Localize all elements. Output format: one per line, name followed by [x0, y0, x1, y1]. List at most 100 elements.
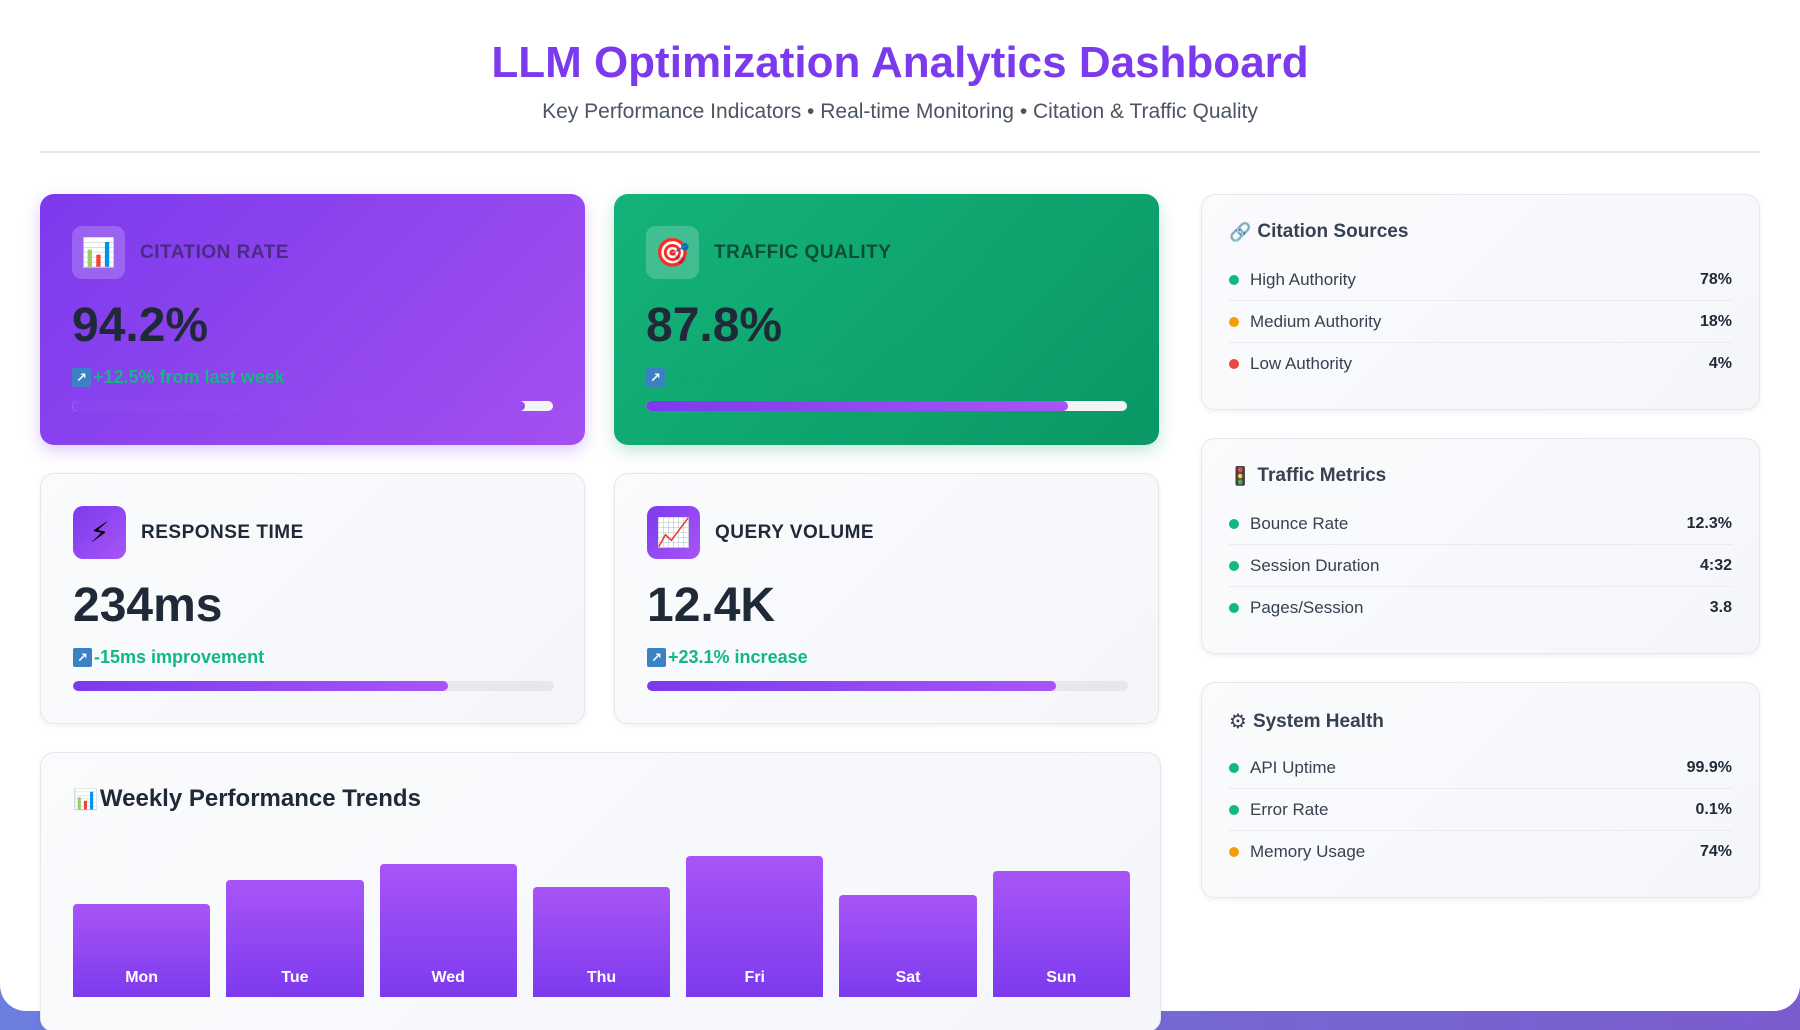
kpi-change-text: -15ms improvement: [94, 647, 265, 667]
metric-label: Bounce Rate: [1250, 513, 1349, 533]
bar-chart-icon: 📊: [72, 226, 125, 279]
kpi-change: ↗ +23.1% increase: [647, 647, 808, 668]
metric-label: Error Rate: [1250, 799, 1329, 819]
page-subtitle: Key Performance Indicators • Real-time M…: [542, 100, 1258, 123]
chart-bar-label: Tue: [281, 969, 309, 986]
chart-bar-label: Wed: [431, 969, 465, 986]
list-item: Bounce Rate 12.3%: [1229, 503, 1732, 545]
system-health-list: API Uptime 99.9% Error Rate 0.1% Memory Usag…: [1229, 747, 1732, 873]
chart-bar: Sat: [839, 895, 977, 997]
metric-value: 78%: [1699, 270, 1732, 288]
status-dot: [1229, 560, 1239, 571]
chart-bar: Thu: [532, 887, 671, 997]
kpi-progress-fill: [72, 401, 526, 411]
weekly-trends-title: 📊 Weekly Performance Trends: [73, 785, 421, 813]
system-health-title: ⚙ System Health: [1229, 709, 1384, 734]
status-dot: [1229, 804, 1239, 815]
chart-bar-label: Mon: [125, 969, 159, 986]
chart-bar: Wed: [379, 864, 517, 997]
page-title: LLM Optimization Analytics Dashboard: [491, 38, 1309, 87]
kpi-progress-bar: [646, 401, 1127, 411]
metric-value: 4%: [1708, 355, 1732, 372]
weekly-bar-chart: Mon Tue Wed Thu Fri Sat Sun: [73, 833, 1130, 997]
list-item: Session Duration 4:32: [1229, 545, 1732, 587]
kpi-value: 87.8%: [646, 299, 783, 352]
lightning-icon: ⚡: [73, 506, 126, 559]
traffic-metrics-title-text: Traffic Metrics: [1257, 465, 1387, 486]
arrow-up-right-icon: ↗: [72, 368, 91, 387]
chart-bar-label: Sun: [1046, 969, 1077, 986]
kpi-change-text: +23.1% increase: [668, 647, 808, 667]
kpi-change-text: 8.2% from last week: [679, 367, 851, 387]
target-icon: 🎯: [646, 226, 699, 279]
kpi-label: TRAFFIC QUALITY: [714, 242, 892, 263]
link-icon: 🔗: [1229, 221, 1252, 242]
metric-label: Low Authority: [1250, 354, 1353, 373]
citation-sources-title: 🔗 Citation Sources: [1229, 221, 1408, 243]
metric-value: 4:32: [1699, 556, 1732, 574]
metric-value: 12.3%: [1686, 514, 1732, 532]
chart-bar: Tue: [226, 880, 364, 997]
status-dot: [1229, 359, 1239, 369]
kpi-progress-bar: [72, 401, 553, 411]
dashboard-header: LLM Optimization Analytics Dashboard Key…: [40, 0, 1760, 153]
arrow-up-right-icon: ↗: [646, 368, 665, 387]
metric-label: High Authority: [1250, 269, 1356, 289]
chart-bar: Fri: [686, 856, 824, 997]
kpi-progress-fill: [646, 401, 1069, 411]
system-health-card: ⚙ System Health API Uptime 99.9% Error Rat…: [1201, 682, 1760, 898]
kpi-card-traffic-quality[interactable]: 🎯 TRAFFIC QUALITY 87.8% ↗ 8.2% from last …: [614, 194, 1159, 445]
status-dot: [1229, 518, 1239, 529]
list-item: Medium Authority 18%: [1229, 301, 1732, 343]
kpi-value: 234ms: [73, 579, 223, 632]
metric-label: Pages/Session: [1250, 598, 1364, 617]
citation-sources-card: 🔗 Citation Sources High Authority 78% Medi…: [1201, 194, 1760, 410]
chart-bar: Mon: [73, 904, 211, 997]
arrow-up-right-icon: ↗: [73, 648, 92, 667]
status-dot: [1229, 762, 1239, 773]
trend-up-icon: 📈: [647, 506, 700, 559]
metric-label: Memory Usage: [1250, 842, 1366, 861]
kpi-progress-fill: [73, 681, 449, 691]
traffic-metrics-card: 🚦 Traffic Metrics Bounce Rate 12.3% Sessio…: [1201, 438, 1760, 654]
traffic-metrics-title: 🚦 Traffic Metrics: [1229, 465, 1386, 487]
metric-value: 74%: [1699, 843, 1732, 860]
kpi-card-citation-rate[interactable]: 📊 CITATION RATE 94.2% ↗ +12.5% from last …: [40, 194, 585, 445]
kpi-label: RESPONSE TIME: [141, 522, 304, 543]
kpi-label: QUERY VOLUME: [715, 522, 875, 543]
metric-value: 99.9%: [1686, 758, 1732, 776]
weekly-trends-title-text: Weekly Performance Trends: [99, 785, 421, 812]
system-health-title-text: System Health: [1252, 710, 1384, 732]
chart-bar-label: Sat: [895, 969, 921, 986]
list-item: Pages/Session 3.8: [1229, 587, 1732, 629]
traffic-metrics-list: Bounce Rate 12.3% Session Duration 4:32 Page…: [1229, 503, 1732, 629]
status-dot: [1229, 847, 1239, 857]
list-item: Memory Usage 74%: [1229, 831, 1732, 873]
metric-label: Session Duration: [1250, 555, 1380, 575]
metric-label: Medium Authority: [1250, 311, 1382, 331]
metric-value: 3.8: [1709, 599, 1732, 616]
kpi-progress-bar: [73, 681, 554, 691]
status-dot: [1229, 274, 1239, 285]
metric-value: 18%: [1699, 312, 1732, 330]
bar-chart-icon: 📊: [73, 788, 98, 811]
gear-icon: ⚙: [1229, 711, 1247, 733]
kpi-progress-bar: [647, 681, 1128, 691]
kpi-card-query-volume[interactable]: 📈 QUERY VOLUME 12.4K ↗ +23.1% increase: [614, 473, 1159, 724]
weekly-trends-card: 📊 Weekly Performance Trends Mon Tue Wed Thu…: [40, 752, 1161, 1030]
citation-sources-list: High Authority 78% Medium Authority 18% Low …: [1229, 259, 1732, 385]
kpi-change: ↗ -15ms improvement: [73, 647, 264, 668]
kpi-progress-fill: [647, 681, 1056, 691]
list-item: Low Authority 4%: [1229, 343, 1732, 385]
list-item: Error Rate 0.1%: [1229, 789, 1732, 831]
metric-label: API Uptime: [1250, 757, 1336, 777]
traffic-light-icon: 🚦: [1229, 465, 1252, 486]
kpi-card-response-time[interactable]: ⚡ RESPONSE TIME 234ms ↗ -15ms improvement: [40, 473, 585, 724]
chart-bar: Sun: [992, 871, 1130, 997]
list-item: High Authority 78%: [1229, 259, 1732, 301]
metric-value: 0.1%: [1695, 800, 1732, 818]
kpi-change: ↗ 8.2% from last week: [646, 367, 850, 388]
kpi-value: 12.4K: [647, 579, 776, 632]
citation-sources-title-text: Citation Sources: [1257, 221, 1409, 242]
